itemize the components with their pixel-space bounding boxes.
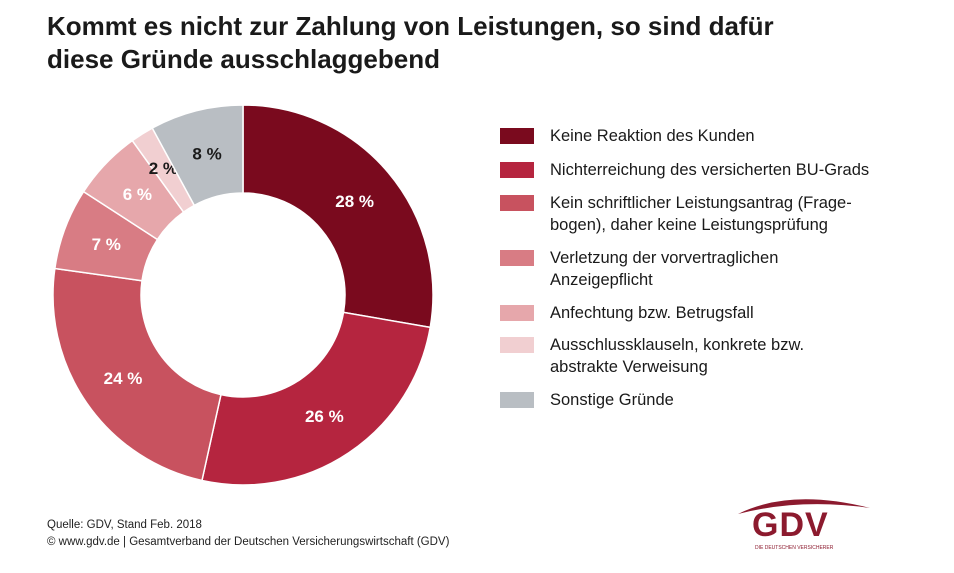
legend-item-3: Kein schriftlicher Leistungsantrag (Frag… [500,192,900,236]
donut-slice-7 [151,104,244,207]
footer: Quelle: GDV, Stand Feb. 2018 © www.gdv.d… [47,517,449,551]
legend-label-line: Kein schriftlicher Leistungsantrag (Frag… [550,194,852,212]
chart-title-line-2: diese Gründe ausschlaggebend [47,44,440,74]
legend-label: Verletzung der vorvertraglichen Anzeigepf… [550,247,900,291]
legend-label-line: Ausschlussklauseln, konkrete bzw. [550,336,805,354]
donut-slice-3 [52,267,222,482]
legend-label-line: Anfechtung bzw. Betrugsfall [550,304,754,322]
source-note: Quelle: GDV, Stand Feb. 2018 [47,519,202,531]
legend-item-1: Keine Reaktion des Kunden [500,125,900,147]
slice-label-6: 2 % [149,159,178,178]
slice-label-4: 7 % [92,235,121,254]
legend-swatch [500,305,534,321]
legend-swatch [500,128,534,144]
legend-label: Anfechtung bzw. Betrugsfall [550,302,900,324]
legend-swatch [500,195,534,211]
slice-label-7: 8 % [192,144,221,163]
logo-swoosh-icon [738,499,870,514]
legend-item-5: Anfechtung bzw. Betrugsfall [500,302,900,324]
legend-label-line: Keine Reaktion des Kunden [550,127,755,145]
gdv-logo: GDV DIE DEUTSCHEN VERSICHERER [730,490,880,560]
slice-label-1: 28 % [335,192,374,211]
legend-label: Ausschlussklauseln, konkrete bzw. abstrak… [550,334,900,378]
legend-swatch [500,337,534,353]
legend-label-line: abstrakte Verweisung [550,358,708,376]
legend-label: Kein schriftlicher Leistungsantrag (Frag… [550,192,900,236]
logo-wordmark: GDV [752,506,829,544]
donut-slice-1 [242,104,434,329]
legend-label-line: bogen), daher keine Leistungsprüfung [550,216,828,234]
legend-label: Keine Reaktion des Kunden [550,125,900,147]
legend-swatch [500,392,534,408]
legend-item-4: Verletzung der vorvertraglichen Anzeigepf… [500,247,900,291]
legend-label: Nichterreichung des versicherten BU-Grad… [550,159,900,181]
legend-swatch [500,162,534,178]
legend-label: Sonstige Gründe [550,389,900,411]
legend-label-line: Anzeigepflicht [550,271,653,289]
legend-swatch [500,250,534,266]
legend-label-line: Verletzung der vorvertraglichen [550,249,779,267]
legend-label-line: Sonstige Gründe [550,391,674,409]
chart-title: Kommt es nicht zur Zahlung von Leistunge… [47,10,927,76]
slice-label-5: 6 % [123,185,152,204]
legend-label-line: Nichterreichung des versicherten BU-Grad… [550,161,870,179]
legend-item-7: Sonstige Gründe [500,389,900,411]
slice-label-2: 26 % [305,407,344,426]
legend-item-2: Nichterreichung des versicherten BU-Grad… [500,159,900,181]
slice-label-3: 24 % [104,369,143,388]
logo-tagline: DIE DEUTSCHEN VERSICHERER [755,545,834,551]
chart-title-line-1: Kommt es nicht zur Zahlung von Leistunge… [47,11,774,41]
donut-slice-2 [201,311,432,486]
legend-item-6: Ausschlussklauseln, konkrete bzw. abstrak… [500,334,900,378]
copyright-note: © www.gdv.de | Gesamtverband der Deutsch… [47,536,450,548]
